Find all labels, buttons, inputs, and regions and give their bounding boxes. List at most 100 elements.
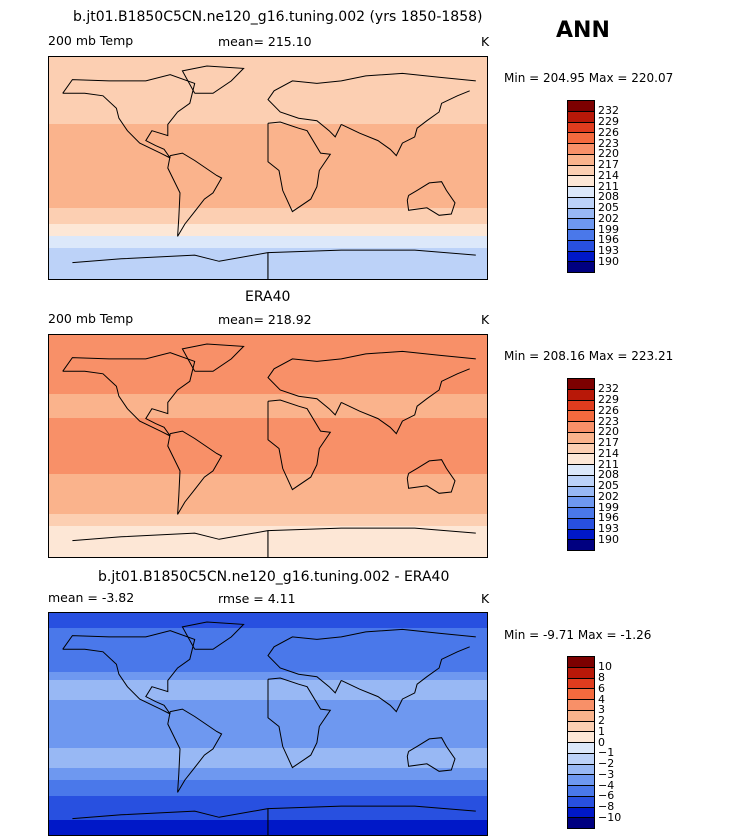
colorbar-tick-label: 211 [598,457,619,471]
season-label: ANN [556,18,610,43]
map-band [48,192,488,197]
map-band [48,482,488,487]
panel-2-units: K [481,312,490,327]
coastline [62,630,196,715]
map-band [48,80,488,85]
map-band [48,470,488,475]
map-band [48,732,488,737]
panel-3-units: K [481,591,490,606]
colorbar-tick-label: 1 [598,724,605,738]
map-band [48,84,488,89]
map-band [48,60,488,65]
colorbar-tick-label: 193 [598,244,619,257]
colorbar-tick-label: 229 [598,115,619,128]
coastline [181,65,245,94]
map-band [48,366,488,371]
map-band [48,236,488,241]
panel-1-variable-label: 200 mb Temp [48,33,134,48]
map-band [48,796,488,801]
map-band [48,462,488,467]
map-band [48,518,488,523]
map-band [48,720,488,725]
colorbar-tick-label: 223 [598,136,619,150]
coastline [406,737,456,772]
panel-2-mean-label: mean= 218.92 [218,312,312,327]
coastline [406,459,456,494]
map-band [48,96,488,101]
map-band [48,212,488,217]
map-band [48,72,488,77]
map-band [48,804,488,809]
map-band [48,664,488,669]
colorbar-tick-label: −2 [598,757,615,770]
map-band [48,446,488,451]
coastline [72,527,476,558]
panel-1-minmax: Min = 204.95 Max = 220.07 [504,71,674,85]
panel-3-mean-label: mean = -3.82 [48,590,135,605]
map-band [48,350,488,355]
map-band [48,168,488,173]
map-band [48,656,488,661]
panel-3-map-svg [48,612,488,836]
map-band [48,370,488,375]
coastline [267,350,476,435]
colorbar-tick-label: 0 [598,735,605,749]
colorbar-tick-label: 220 [598,425,619,439]
panel-2-map [48,334,488,558]
coastline [267,72,476,157]
colorbar-tick-label: 6 [598,681,605,695]
colorbar-tick-label: 202 [598,211,619,225]
map-band [48,248,488,253]
coastline [267,399,332,491]
colorbar-tick-label: 202 [598,489,619,503]
map-band [48,116,488,121]
map-band [48,104,488,109]
coastline [72,249,476,280]
map-band [48,196,488,201]
map-band [48,216,488,221]
map-band [48,474,488,479]
colorbar-tick-label: 223 [598,414,619,428]
map-band [48,486,488,491]
colorbar-tick-label: −1 [598,746,615,760]
map-band [48,740,488,745]
coastline [406,181,456,216]
panel-3-map [48,612,488,836]
map-band [48,398,488,403]
map-band [48,648,488,653]
colorbar-tick-label: 196 [598,511,619,525]
map-band [48,56,488,61]
colorbar-tick-label: 208 [598,468,619,482]
coastline [62,74,196,159]
colorbar-tick-label: 211 [598,179,619,193]
colorbar-tick-label: 193 [598,522,619,535]
map-band [48,502,488,507]
colorbar-tick-label: 190 [598,532,619,546]
map-band [48,672,488,677]
map-band [48,76,488,81]
map-band [48,188,488,193]
colorbar-tick-label: −8 [598,800,615,813]
colorbar-tick-label: 196 [598,233,619,247]
coastline [267,121,332,213]
colorbar-tick-label: 205 [598,201,619,214]
map-band [48,466,488,471]
map-band [48,644,488,649]
map-band [48,244,488,249]
map-band [48,454,488,459]
map-band [48,240,488,245]
map-band [48,744,488,749]
map-band [48,668,488,673]
map-band [48,792,488,797]
map-band [48,180,488,185]
map-band [48,120,488,125]
map-band [48,354,488,359]
map-band [48,378,488,383]
colorbar-tick-label: 190 [598,254,619,268]
coastline [167,152,223,237]
map-band [48,772,488,777]
map-band [48,636,488,641]
map-band [48,660,488,665]
map-band [48,172,488,177]
panel-3-rmse-label: rmse = 4.11 [218,591,296,606]
